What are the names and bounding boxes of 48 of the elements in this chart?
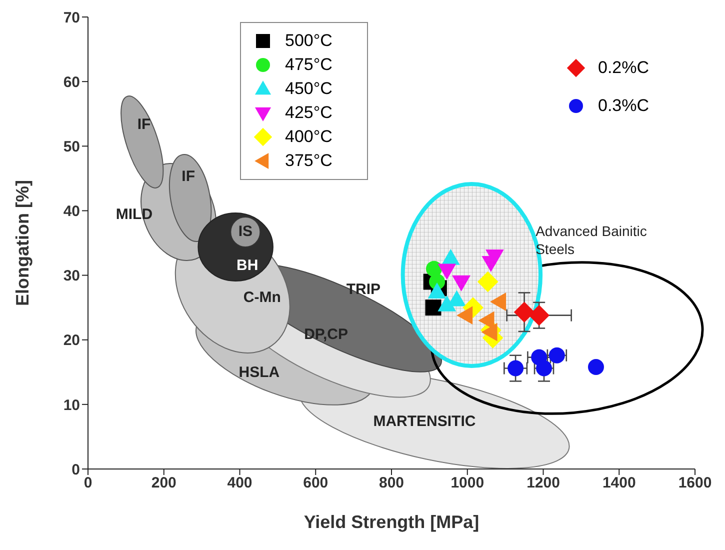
annotation: TRIP	[345, 281, 382, 299]
x-tick-label: 1000	[450, 474, 484, 492]
y-tick-label: 50	[63, 138, 80, 156]
x-tick-label: 400	[227, 474, 252, 492]
point	[456, 306, 473, 325]
legend-label: 475°C	[285, 55, 332, 75]
legend-label: 450°C	[285, 79, 332, 99]
y-tick-label: 70	[63, 9, 80, 26]
y-tick-label: 60	[63, 74, 80, 91]
legend-label: 500°C	[285, 31, 332, 51]
point	[528, 304, 550, 326]
y-tick-label: 10	[63, 396, 80, 414]
x-tick-label: 1400	[602, 474, 636, 492]
point	[514, 302, 535, 322]
point	[481, 322, 498, 342]
x-tick-label: 1600	[678, 474, 712, 492]
point	[425, 300, 442, 316]
annotation: IF	[180, 168, 196, 186]
point	[477, 271, 498, 292]
y-tick-label: 20	[63, 332, 80, 350]
annotation: BH	[236, 257, 260, 275]
annotation: HSLA	[238, 364, 281, 382]
x-tick-label: 0	[84, 474, 92, 492]
legend-label: 425°C	[285, 103, 332, 123]
x-tick-label: 800	[378, 474, 404, 492]
x-axis-title: Yield Strength [MPa]	[304, 512, 480, 532]
point	[508, 360, 524, 376]
point	[490, 292, 506, 311]
legend-label: 375°C	[285, 151, 332, 171]
annotation: MARTENSITIC	[372, 413, 477, 431]
y-tick-label: 30	[63, 268, 80, 285]
point	[438, 264, 456, 280]
legend-label: 0.2%C	[598, 58, 650, 78]
y-tick-label: 40	[63, 203, 80, 220]
annotation: C-Mn	[242, 289, 282, 307]
y-axis-title: Elongation [%]	[12, 180, 32, 306]
point	[588, 358, 604, 375]
legend-label: 0.3%C	[598, 96, 650, 116]
y-tick-label: 0	[72, 461, 80, 478]
annotation: IF	[136, 116, 152, 134]
annotation: DP,CP	[303, 326, 350, 344]
point	[452, 275, 471, 292]
x-tick-label: 600	[303, 474, 328, 492]
x-tick-label: 200	[151, 474, 176, 492]
annotation: IS	[237, 223, 254, 241]
legend-label: 400°C	[285, 127, 332, 147]
point	[485, 250, 504, 266]
x-tick-label: 1200	[526, 474, 560, 492]
